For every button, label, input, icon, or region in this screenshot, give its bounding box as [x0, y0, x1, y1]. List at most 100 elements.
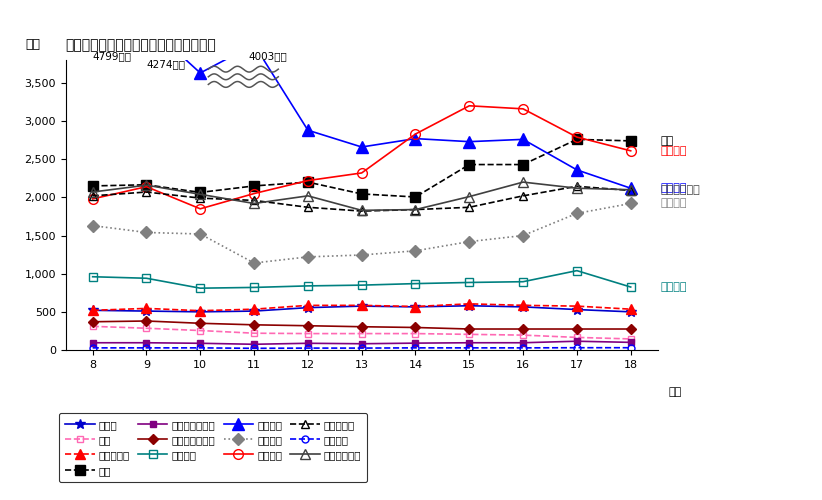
窦業・土石製品	[141, 318, 151, 324]
その他製造業	[196, 192, 206, 198]
精密機械	[518, 345, 528, 351]
石油・石炭製品	[626, 340, 635, 345]
Legend: 食料品, 繊維, パルプ・紙, 化学, 石油・石炭製品, 窦業・土石製品, 一次金属, 金属製品, 一般機械, 電気機械, 輸送用機械, 精密機械, その他製造: 食料品, 繊維, パルプ・紙, 化学, 石油・石炭製品, 窦業・土石製品, 一次…	[59, 413, 367, 482]
繊維	[410, 330, 420, 336]
Line: 金属製品: 金属製品	[87, 0, 636, 194]
窦業・土石製品	[196, 320, 206, 326]
精密機械	[303, 345, 313, 351]
窦業・土石製品	[303, 322, 313, 328]
Line: 石油・石炭製品: 石油・石炭製品	[90, 338, 634, 347]
Line: 精密機械: 精密機械	[90, 344, 634, 352]
Text: 年度: 年度	[668, 386, 681, 396]
パルプ・紙	[357, 302, 367, 308]
化学	[357, 191, 367, 197]
パルプ・紙	[303, 302, 313, 308]
電気機械	[141, 184, 151, 190]
精密機械	[357, 345, 367, 351]
金属製品	[464, 138, 474, 144]
Text: その他製造業: その他製造業	[660, 184, 700, 194]
繊維	[626, 336, 635, 342]
輸送用機械	[196, 195, 206, 201]
繊維	[196, 328, 206, 334]
Line: 化学: 化学	[88, 134, 635, 202]
繊維	[249, 330, 259, 336]
Text: 金属製品: 金属製品	[660, 183, 687, 193]
窦業・土石製品	[464, 326, 474, 332]
電気機械	[303, 178, 313, 184]
窦業・土石製品	[518, 326, 528, 332]
Text: 4003億円: 4003億円	[249, 52, 288, 62]
電気機械	[249, 190, 259, 196]
食料品	[303, 304, 313, 310]
精密機械	[626, 344, 635, 350]
一次金属	[249, 284, 259, 290]
精密機械	[464, 345, 474, 351]
Line: 繊維: 繊維	[90, 323, 634, 342]
一般機械	[518, 232, 528, 238]
繊維	[357, 330, 367, 336]
輸送用機械	[572, 184, 582, 190]
窦業・土石製品	[88, 319, 98, 325]
Y-axis label: 億円: 億円	[25, 38, 41, 52]
一般機械	[303, 254, 313, 260]
化学	[303, 179, 313, 185]
窦業・土石製品	[249, 322, 259, 328]
一次金属	[626, 284, 635, 290]
石油・石炭製品	[357, 340, 367, 346]
その他製造業	[141, 182, 151, 188]
一般機械	[410, 248, 420, 254]
Line: 食料品: 食料品	[88, 301, 635, 316]
精密機械	[196, 345, 206, 351]
Text: 化学: 化学	[660, 136, 673, 146]
一般機械	[626, 200, 635, 206]
石油・石炭製品	[196, 340, 206, 346]
電気機械	[464, 103, 474, 109]
金属製品	[196, 70, 206, 76]
繊維	[464, 332, 474, 338]
Line: 一次金属: 一次金属	[89, 266, 635, 292]
その他製造業	[249, 200, 259, 206]
石油・石炭製品	[303, 340, 313, 346]
食料品	[572, 306, 582, 312]
精密機械	[88, 345, 98, 351]
電気機械	[357, 170, 367, 176]
パルプ・紙	[88, 308, 98, 314]
パルプ・紙	[141, 306, 151, 312]
その他製造業	[518, 179, 528, 185]
Line: パルプ・紙: パルプ・紙	[88, 299, 635, 316]
電気機械	[410, 131, 420, 137]
金属製品	[626, 185, 635, 191]
パルプ・紙	[572, 303, 582, 309]
Text: 電気機械: 電気機械	[660, 146, 687, 156]
輸送用機械	[88, 193, 98, 199]
繊維	[88, 324, 98, 330]
食料品	[410, 304, 420, 310]
化学	[626, 138, 635, 144]
輸送用機械	[357, 208, 367, 214]
Line: 電気機械: 電気機械	[88, 101, 635, 214]
化学	[572, 136, 582, 142]
一般機械	[249, 260, 259, 266]
精密機械	[249, 346, 259, 352]
化学	[464, 162, 474, 168]
電気機械	[572, 134, 582, 140]
その他製造業	[464, 194, 474, 200]
一般機械	[141, 230, 151, 235]
その他製造業	[303, 193, 313, 199]
輸送用機械	[464, 204, 474, 210]
化学	[249, 183, 259, 189]
繊維	[518, 332, 528, 338]
一般機械	[464, 238, 474, 244]
一次金属	[303, 283, 313, 289]
金属製品	[572, 167, 582, 173]
その他製造業	[357, 208, 367, 214]
輸送用機械	[303, 204, 313, 210]
繊維	[141, 326, 151, 332]
窦業・土石製品	[410, 324, 420, 330]
パルプ・紙	[464, 301, 474, 307]
窦業・土石製品	[357, 324, 367, 330]
Line: 輸送用機械: 輸送用機械	[89, 182, 635, 216]
窦業・土石製品	[626, 326, 635, 332]
輸送用機械	[626, 188, 635, 194]
食料品	[518, 304, 528, 310]
